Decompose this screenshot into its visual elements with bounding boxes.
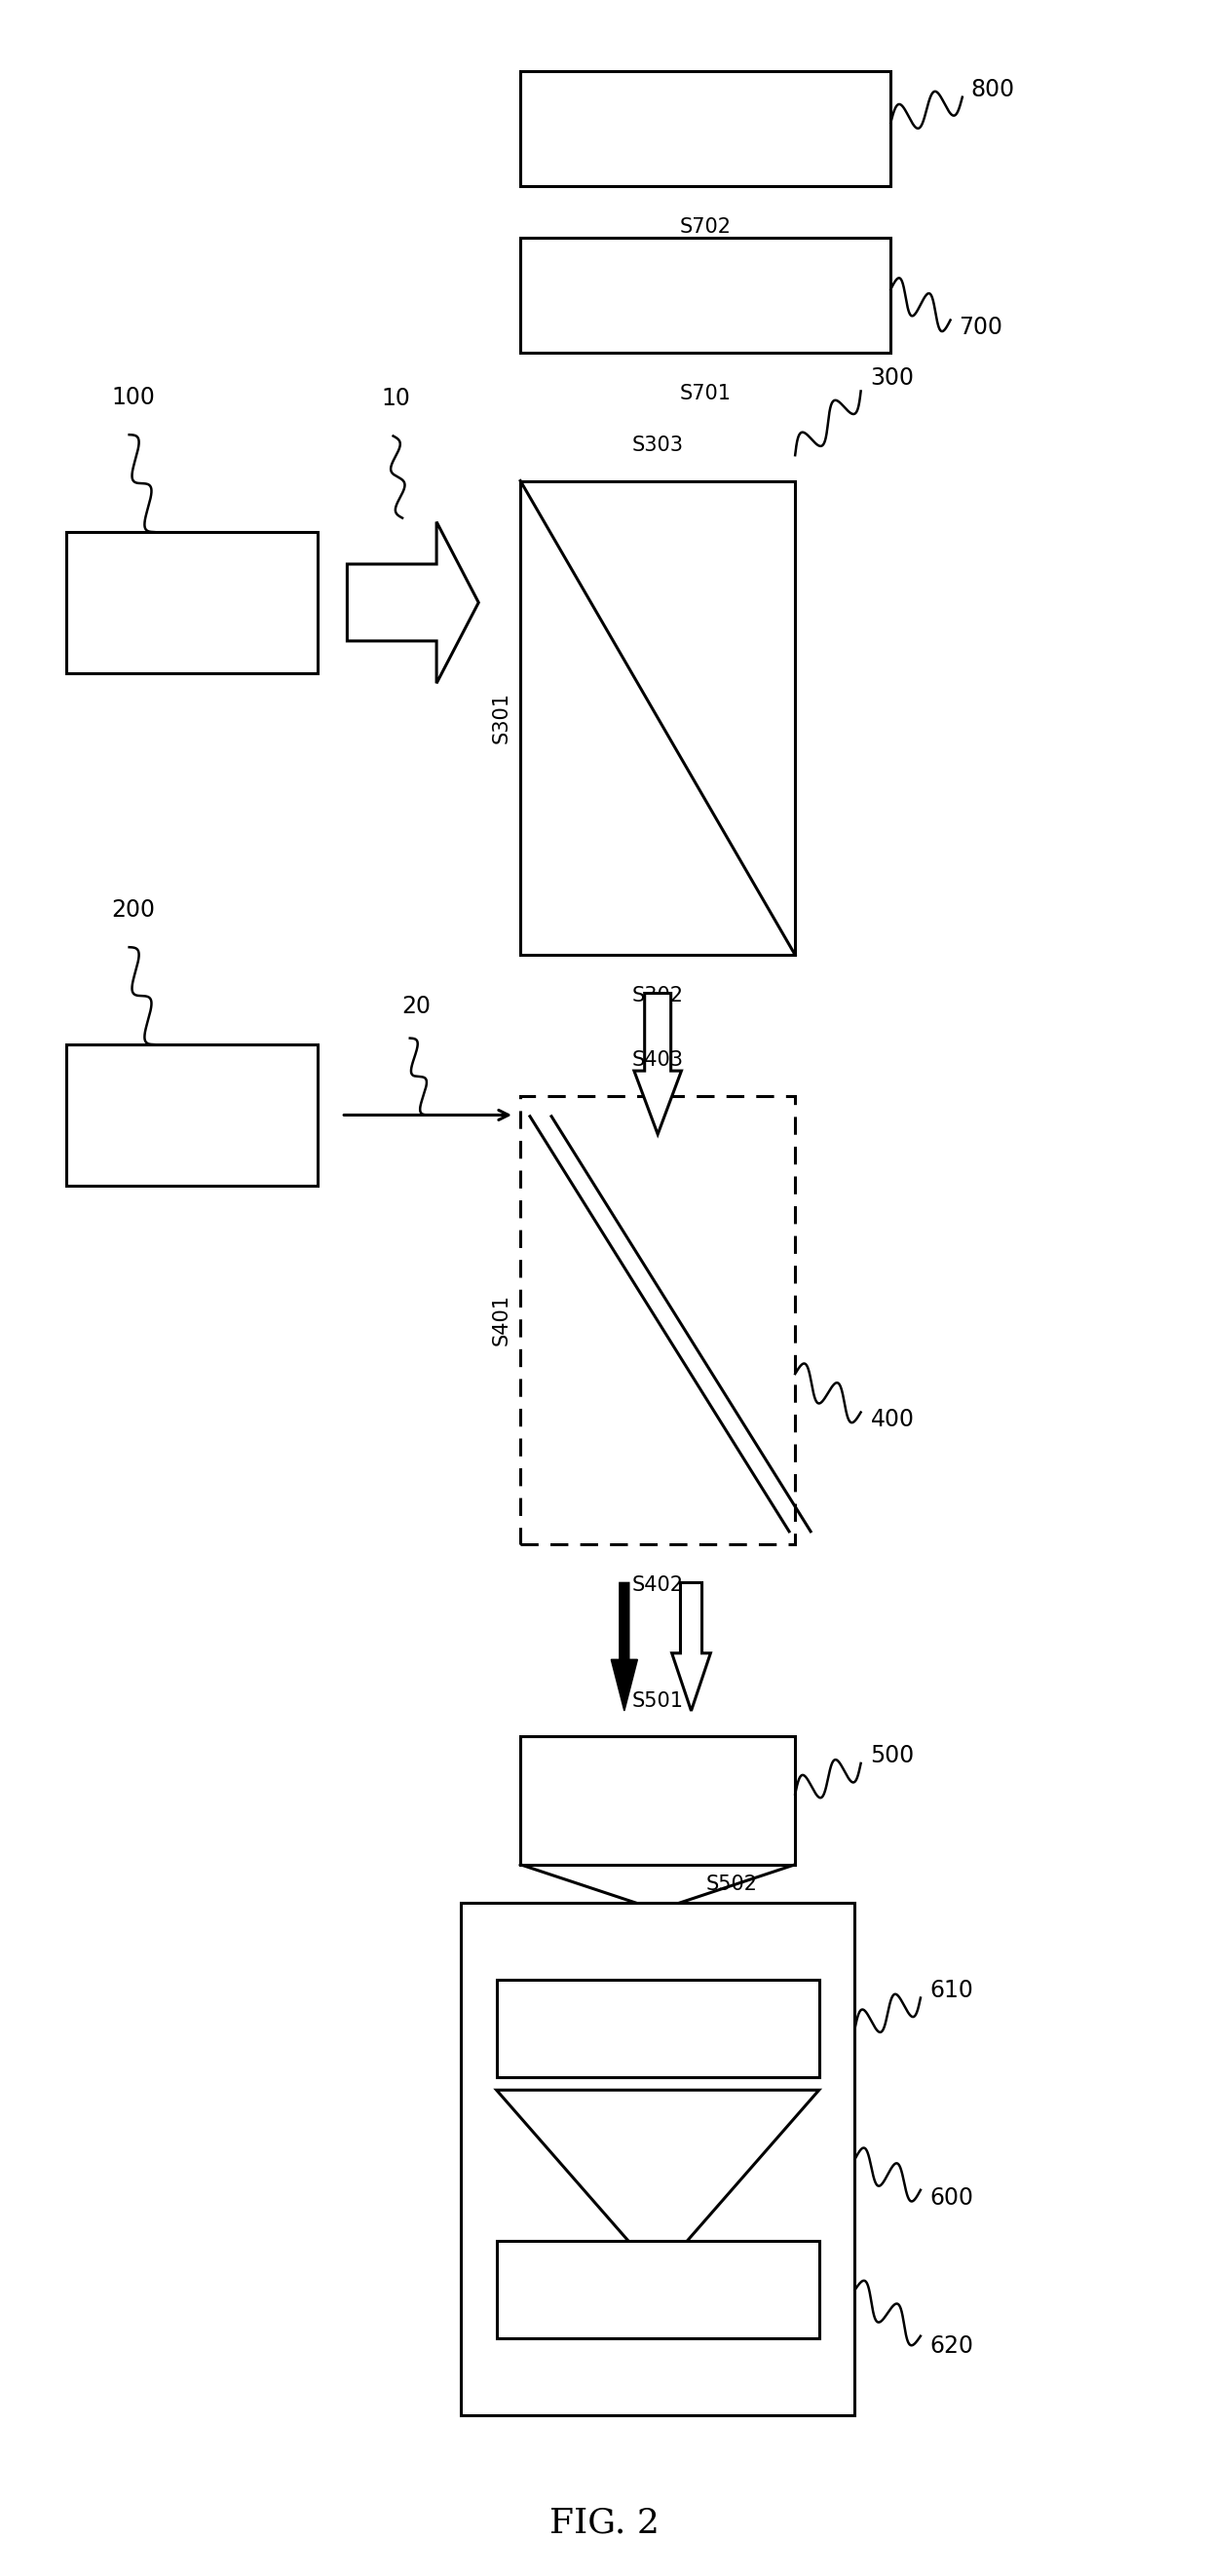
Bar — [66, 1043, 318, 1185]
Text: S303: S303 — [632, 435, 684, 456]
Text: 700: 700 — [959, 317, 1003, 340]
Text: S401: S401 — [492, 1293, 511, 1345]
Text: 500: 500 — [871, 1744, 914, 1767]
Text: 100: 100 — [111, 386, 156, 410]
Bar — [521, 1736, 795, 1865]
Text: 20: 20 — [401, 994, 431, 1018]
Text: 620: 620 — [930, 2334, 974, 2357]
Text: S701: S701 — [680, 384, 731, 402]
Bar — [521, 1095, 795, 1543]
Bar — [521, 70, 890, 185]
Text: 300: 300 — [871, 366, 914, 389]
Bar — [496, 1981, 819, 2076]
Text: S403: S403 — [632, 1051, 684, 1069]
Text: S501: S501 — [632, 1692, 684, 1710]
Text: S402: S402 — [632, 1574, 684, 1595]
Polygon shape — [496, 2089, 819, 2275]
Text: S502: S502 — [705, 1873, 757, 1893]
Text: 400: 400 — [871, 1409, 914, 1432]
Text: S702: S702 — [680, 216, 731, 237]
Text: 800: 800 — [971, 77, 1015, 100]
Text: 600: 600 — [930, 2187, 974, 2210]
Bar — [66, 533, 318, 672]
Text: 10: 10 — [382, 386, 411, 410]
Text: 200: 200 — [111, 899, 156, 922]
Bar — [521, 237, 890, 353]
Polygon shape — [672, 1582, 710, 1710]
Polygon shape — [611, 1582, 638, 1710]
Bar — [460, 1904, 855, 2416]
Polygon shape — [634, 994, 681, 1133]
Bar — [521, 482, 795, 956]
Text: 610: 610 — [930, 1978, 974, 2002]
Polygon shape — [347, 523, 478, 683]
Text: S301: S301 — [492, 693, 511, 744]
Bar — [496, 2241, 819, 2339]
Text: FIG. 2: FIG. 2 — [548, 2506, 660, 2540]
Text: S302: S302 — [632, 987, 684, 1005]
